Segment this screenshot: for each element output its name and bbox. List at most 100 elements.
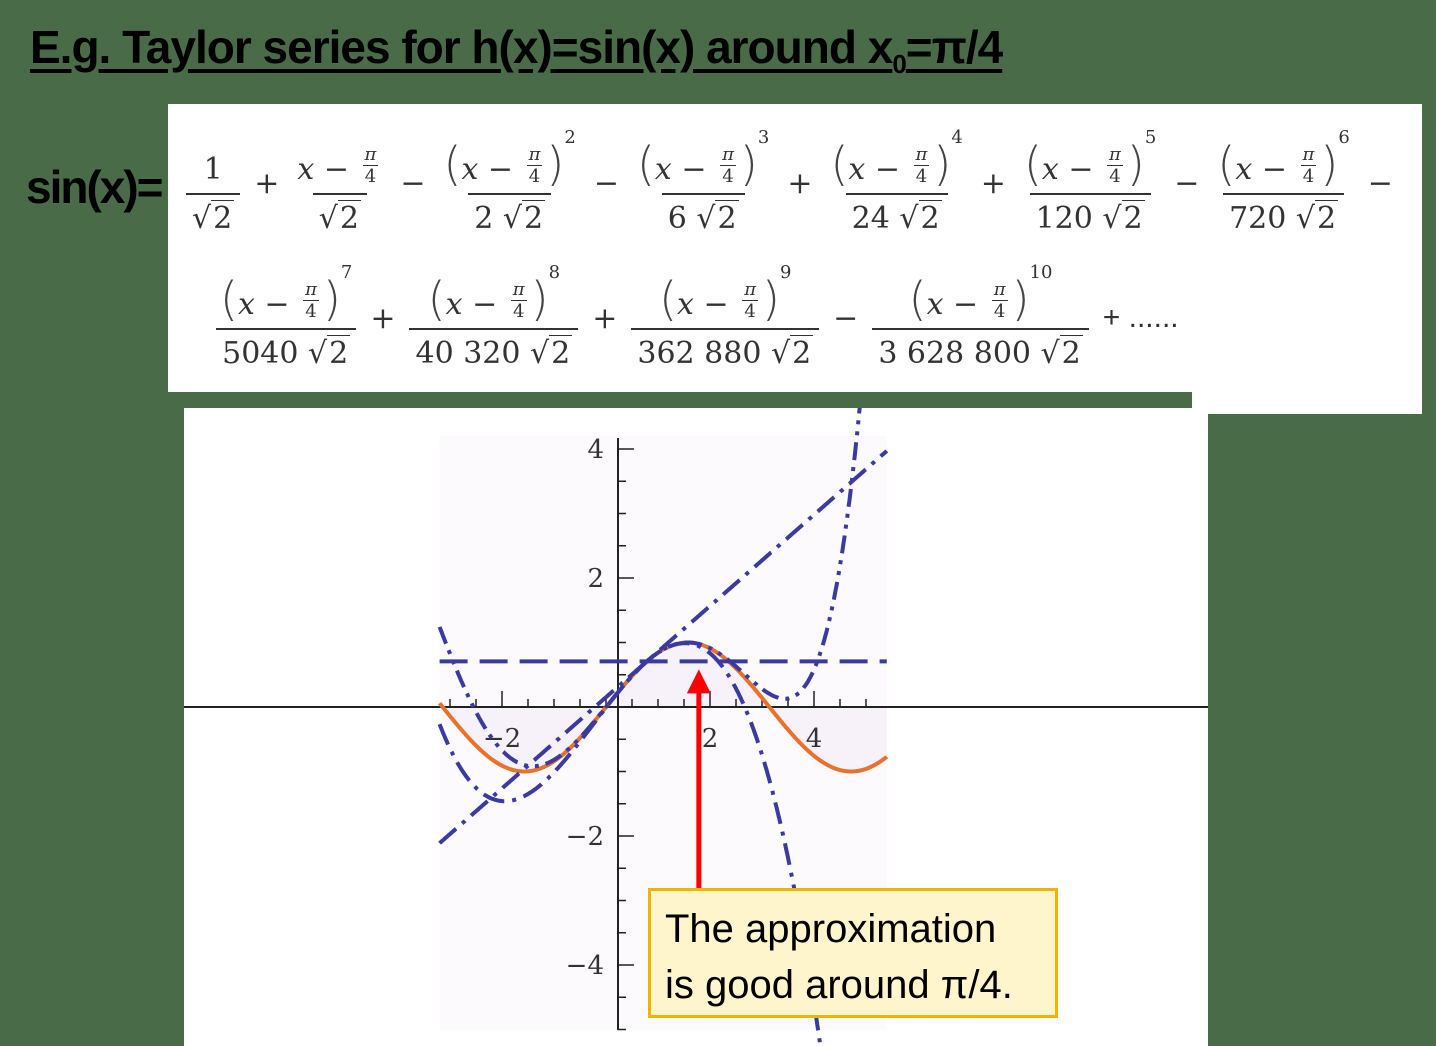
sqrt-two: √2: [1295, 199, 1339, 236]
denominator-coef: 362 880: [637, 335, 771, 371]
paren-close: ): [933, 136, 952, 191]
sqrt-two: √2: [770, 334, 814, 371]
term-fraction: 1 √2: [186, 131, 241, 236]
term-denominator: 362 880 √2: [631, 327, 820, 371]
x-tick-label: 4: [806, 724, 823, 754]
exponent: 6: [1338, 126, 1350, 148]
paren-open: (: [1023, 136, 1042, 191]
sqrt-sign: √: [696, 200, 716, 236]
annotation-arrow-head: [686, 669, 711, 694]
paren-open: (: [908, 271, 927, 326]
denominator-coef: 2: [474, 200, 503, 236]
term-fraction: (x − π 4) 9 362 880 √2: [631, 262, 820, 371]
slide-title: E.g. Taylor series for h(x)=sin(x) aroun…: [30, 20, 1003, 80]
term-numerator: (x − π 4) 9: [655, 262, 795, 328]
radicand: 2: [337, 199, 361, 236]
variable-x: x: [461, 151, 479, 187]
term-sign: −: [400, 165, 426, 201]
term-numerator: (x − π 4) 4: [826, 127, 966, 193]
sqrt-sign: √: [899, 200, 919, 236]
paren-open: (: [220, 271, 238, 326]
series-line-order-5: [437, 408, 862, 769]
series-line-order-1: [438, 449, 889, 845]
paren-close: ): [739, 136, 758, 191]
variable-x: x: [677, 286, 694, 322]
paren-open: (: [1217, 136, 1236, 191]
paren-close: ): [1011, 271, 1030, 326]
sqrt-two: √2: [1040, 334, 1083, 371]
minus-sign: −: [1058, 151, 1104, 187]
denominator-coef: 120: [1035, 200, 1103, 236]
paren-close: ): [322, 271, 341, 326]
pi-denominator: 4: [915, 165, 928, 187]
sqrt-sign: √: [1040, 335, 1060, 371]
variable-x: x: [654, 151, 672, 187]
variable-x: x: [1235, 151, 1253, 187]
title-tail: =π/4: [905, 21, 1003, 73]
sqrt-two: √2: [308, 334, 351, 371]
sqrt-sign: √: [1295, 200, 1315, 236]
denominator-coef: 5040: [222, 335, 308, 371]
sqrt-sign: √: [318, 200, 338, 236]
term-fraction: (x − π 4) 10 3 628 800 √2: [872, 262, 1089, 371]
term-denominator: 40 320 √2: [409, 327, 579, 371]
pi-numerator: π: [510, 278, 527, 301]
term-sign: −: [1174, 165, 1200, 201]
exponent: 8: [548, 261, 561, 283]
radicand: 2: [1121, 199, 1145, 236]
term-fraction: (x − π 4) 5 120 √2: [1020, 127, 1160, 236]
sqrt-sign: √: [770, 335, 791, 371]
pi-numerator: π: [362, 143, 379, 166]
pi-numerator: π: [991, 278, 1008, 301]
formula-panel: 1 √2 + x − π 4 √2−(x − π 4) 2 2 √2−(x − π 4) 3 6 √2…: [168, 104, 1422, 392]
sqrt-sign: √: [308, 335, 328, 371]
sqrt-sign: √: [530, 335, 550, 371]
term-numerator: (x − π 4) 5: [1020, 127, 1160, 193]
formula-row-1: 1 √2 + x − π 4 √2−(x − π 4) 2 2 √2−(x − π 4) 3 6 √2…: [178, 118, 1399, 248]
y-tick-label: −2: [566, 822, 604, 852]
term-sign: +: [370, 300, 396, 336]
term-fraction: (x − π 4) 6 720 √2: [1213, 127, 1353, 236]
sqrt-two: √2: [192, 199, 235, 236]
minus-sign: −: [693, 286, 739, 322]
series-line-order-3: [437, 641, 823, 1046]
variable-x: x: [926, 286, 944, 322]
denominator-coef: 24: [851, 200, 900, 236]
term-sign: +: [592, 300, 618, 336]
term-fraction: (x − π 4) 8 40 320 √2: [409, 262, 579, 371]
term-sign: −: [593, 165, 619, 201]
term-numerator: (x − π 4) 3: [633, 127, 773, 193]
title-text: E.g. Taylor series for h(x)=sin(x) aroun…: [30, 21, 893, 73]
paren-close: ): [530, 271, 549, 326]
callout-line-1: The approximation: [665, 907, 997, 951]
paren-open: (: [427, 271, 446, 326]
exponent: 7: [340, 261, 353, 283]
radicand: 2: [790, 334, 814, 371]
formula-lhs: sin(x)=: [26, 161, 164, 213]
minus-sign: −: [314, 151, 359, 187]
pi-denominator: 4: [744, 300, 756, 322]
variable-x: x: [297, 151, 315, 187]
pi-numerator: π: [742, 278, 759, 301]
pi-denominator: 4: [305, 300, 317, 322]
sqrt-sign: √: [502, 200, 522, 236]
pi-numerator: π: [1107, 143, 1123, 166]
pi-denominator: 4: [722, 165, 734, 187]
exponent: 10: [1029, 261, 1053, 283]
radicand: 2: [549, 334, 573, 371]
term-numerator: (x − π 4) 6: [1213, 127, 1353, 193]
term-denominator: 6 √2: [661, 192, 745, 236]
term-denominator: 720 √2: [1223, 192, 1345, 236]
paren-open: (: [443, 136, 462, 191]
pi-numerator: π: [720, 143, 736, 166]
paren-open: (: [636, 136, 655, 191]
term-denominator: 24 √2: [845, 192, 948, 236]
radicand: 2: [715, 199, 739, 236]
radicand: 2: [211, 199, 235, 236]
numerator-text: 1: [203, 151, 223, 187]
